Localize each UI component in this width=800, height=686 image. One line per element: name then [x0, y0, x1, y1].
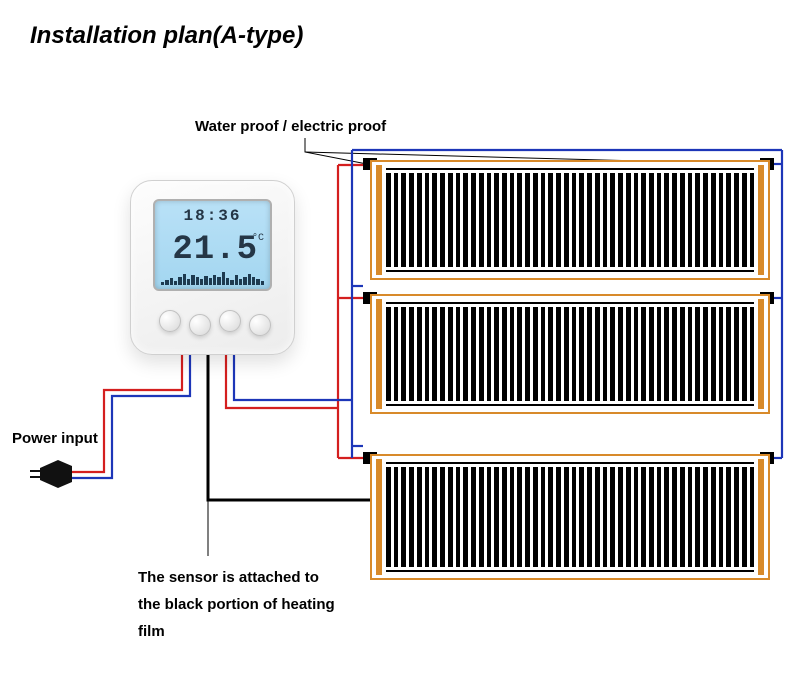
- heating-panel-2: [370, 294, 770, 414]
- sensor-note-line1: The sensor is attached to: [138, 564, 398, 591]
- sensor-note-line3: film: [138, 618, 398, 645]
- heating-panel-1: [370, 160, 770, 280]
- thermostat-temp: 21.5: [155, 231, 258, 269]
- heating-panel-3: [370, 454, 770, 580]
- thermostat-screen: 18:36 21.5 °C: [153, 199, 272, 291]
- thermostat-bargraph: [161, 271, 264, 285]
- power-plug-icon: [30, 460, 72, 488]
- page-title: Installation plan(A-type): [30, 22, 303, 50]
- power-input-label: Power input: [12, 430, 98, 447]
- thermostat-button-2[interactable]: [189, 314, 211, 336]
- sensor-note-line2: the black portion of heating: [138, 591, 398, 618]
- thermostat: 18:36 21.5 °C: [130, 180, 295, 355]
- waterproof-label: Water proof / electric proof: [195, 118, 386, 135]
- thermostat-unit: °C: [252, 233, 264, 244]
- thermostat-button-1[interactable]: [159, 310, 181, 332]
- thermostat-time: 18:36: [155, 207, 270, 225]
- sensor-note: The sensor is attached to the black port…: [138, 564, 398, 645]
- thermostat-button-4[interactable]: [249, 314, 271, 336]
- thermostat-button-3[interactable]: [219, 310, 241, 332]
